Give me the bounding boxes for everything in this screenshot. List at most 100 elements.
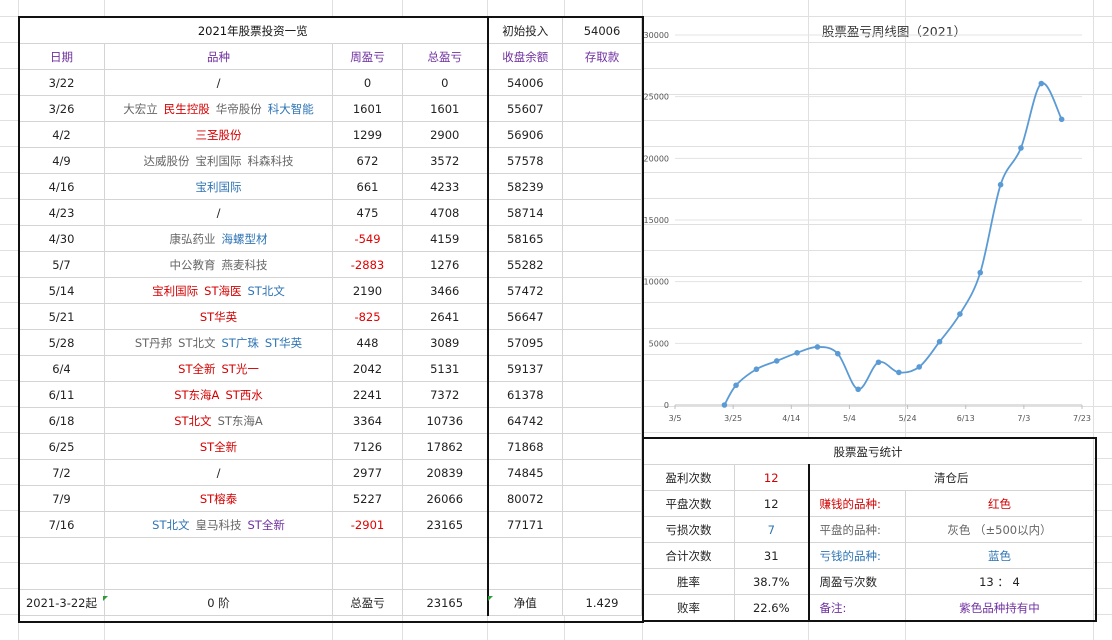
x-tick-label: 4/14 [782, 414, 800, 423]
row-date: 5/7 [18, 251, 105, 278]
row-weekly: 3364 [332, 407, 403, 434]
row-weekly: -2883 [332, 251, 403, 278]
row-date: 7/2 [18, 459, 105, 486]
row-total: 3572 [402, 147, 489, 174]
y-tick-label: 0 [664, 401, 669, 410]
row-deposit [562, 173, 642, 200]
row-total: 2900 [402, 121, 489, 148]
data-point [835, 350, 841, 357]
stock-name: ST光一 [221, 361, 259, 376]
stock-name: ST海医 [204, 283, 242, 298]
row-total: 26066 [402, 485, 489, 512]
row-weekly: 2241 [332, 381, 403, 408]
header-balance: 收盘余额 [487, 43, 563, 70]
x-tick-label: 5/4 [843, 414, 856, 423]
stock-name: 科大智能 [267, 101, 314, 116]
x-tick-label: 3/5 [669, 414, 682, 423]
row-balance: 56647 [487, 303, 563, 330]
stats-row: 败率 22.6% 备注: 紫色品种持有中 [642, 594, 1094, 621]
row-stocks: 大宏立 民生控股 华帝股份 科大智能 [104, 95, 333, 122]
row-deposit [562, 407, 642, 434]
stats-row: 平盘次数 12 赚钱的品种: 红色 [642, 490, 1094, 517]
initial-value: 54006 [562, 17, 642, 44]
data-point [916, 364, 922, 370]
row-deposit [562, 251, 642, 278]
stats-label: 盈利次数 [642, 464, 735, 491]
blank-row [18, 563, 642, 590]
stock-name: ST华英 [264, 335, 303, 350]
stock-name: / [216, 205, 221, 220]
row-stocks: ST北文 ST东海A [104, 407, 333, 434]
stats-value: 38.7% [734, 568, 809, 595]
blank-cell [104, 537, 333, 564]
row-deposit [562, 69, 642, 96]
table-row: 4/23 / 475 4708 58714 [18, 199, 642, 226]
stock-name: 三圣股份 [195, 127, 242, 142]
row-total: 1601 [402, 95, 489, 122]
row-total: 2641 [402, 303, 489, 330]
table-row: 7/9 ST榕泰 5227 26066 80072 [18, 485, 642, 512]
row-stocks: / [104, 459, 333, 486]
row-balance: 59137 [487, 355, 563, 382]
row-balance: 57095 [487, 329, 563, 356]
stock-name: ST北文 [174, 413, 212, 428]
header-deposit: 存取款 [562, 43, 642, 70]
table-row: 4/16 宝利国际 661 4233 58239 [18, 173, 642, 200]
legend-heading: 清仓后 [807, 464, 1094, 491]
row-date: 4/9 [18, 147, 105, 174]
row-date: 3/26 [18, 95, 105, 122]
row-balance: 54006 [487, 69, 563, 96]
chart-title: 股票盈亏周线图（2021） [822, 24, 966, 39]
table-row: 5/7 中公教育 燕麦科技 -2883 1276 55282 [18, 251, 642, 278]
row-balance: 55282 [487, 251, 563, 278]
row-total: 4708 [402, 199, 489, 226]
row-deposit [562, 355, 642, 382]
cell-comment-marker [103, 596, 108, 601]
x-tick-label: 7/3 [1017, 414, 1030, 423]
stock-name: ST东海A [217, 413, 263, 428]
stock-name: ST全新 [178, 361, 216, 376]
row-weekly: 661 [332, 173, 403, 200]
stock-name: 民生控股 [163, 101, 210, 116]
blank-cell [18, 563, 105, 590]
blank-cell [487, 537, 563, 564]
row-weekly: 475 [332, 199, 403, 226]
y-tick-label: 10000 [644, 278, 669, 287]
row-balance: 71868 [487, 433, 563, 460]
row-total: 5131 [402, 355, 489, 382]
blank-cell [562, 537, 642, 564]
initial-label: 初始投入 [487, 17, 563, 44]
stock-name: ST全新 [199, 439, 238, 454]
blank-cell [402, 563, 489, 590]
y-tick-label: 25000 [644, 93, 669, 102]
footer-row: 2021-3-22起 0 阶总盈亏 23165 净值 1.429 [18, 589, 642, 616]
row-stocks: 宝利国际 ST海医 ST北文 [104, 277, 333, 304]
row-total: 3089 [402, 329, 489, 356]
row-balance: 58714 [487, 199, 563, 226]
stats-row: 胜率 38.7% 周盈亏次数 13 ： 4 [642, 568, 1094, 595]
data-point [794, 349, 800, 356]
nav-label: 净值 [487, 589, 563, 616]
table-row: 6/11 ST东海A ST西水 2241 7372 61378 [18, 381, 642, 408]
row-deposit [562, 303, 642, 330]
row-deposit [562, 511, 642, 538]
stock-name: 大宏立 [123, 101, 158, 116]
header-date: 日期 [18, 43, 105, 70]
blank-row [18, 537, 642, 564]
row-deposit [562, 95, 642, 122]
legend-key: 周盈亏次数 [807, 568, 906, 595]
row-stocks: 康弘药业 海螺型材 [104, 225, 333, 252]
y-tick-label: 20000 [644, 154, 669, 163]
footer-total-value: 23165 [402, 589, 489, 616]
row-deposit [562, 199, 642, 226]
table-row: 5/21 ST华英 -825 2641 56647 [18, 303, 642, 330]
row-date: 4/23 [18, 199, 105, 226]
stats-value: 22.6% [734, 594, 809, 621]
row-weekly: 0 [332, 69, 403, 96]
row-weekly: 7126 [332, 433, 403, 460]
stats-value: 12 [734, 464, 809, 491]
ledger-title: 2021年股票投资一览 [18, 17, 489, 44]
data-point [733, 382, 739, 389]
stats-label: 败率 [642, 594, 735, 621]
stock-name: 宝利国际 [195, 179, 242, 194]
